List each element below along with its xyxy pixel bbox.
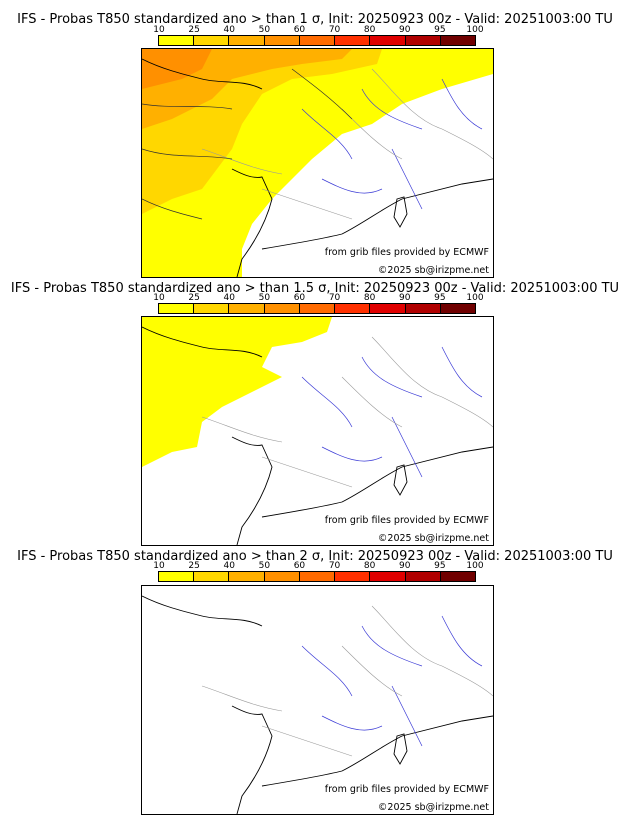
colorbar-tick-label: 100 bbox=[466, 25, 484, 35]
colorbar-tick-label: 25 bbox=[188, 561, 200, 571]
colorbar-segment bbox=[405, 36, 441, 45]
colorbar-tick-label: 70 bbox=[328, 25, 341, 35]
colorbar-segment bbox=[299, 304, 336, 313]
colorbar-segment bbox=[194, 572, 230, 581]
colorbar-tick-label: 50 bbox=[258, 561, 271, 571]
colorbar-tick-label: 100 bbox=[466, 561, 484, 571]
colorbar-segment bbox=[194, 36, 230, 45]
coastline-mediterranean bbox=[261, 178, 493, 250]
colorbar-segment bbox=[370, 572, 406, 581]
panel-title: IFS - Probas T850 standardized ano > tha… bbox=[17, 549, 613, 564]
colorbar-segment bbox=[405, 572, 441, 581]
colorbar-tick-label: 40 bbox=[223, 25, 235, 35]
colorbar bbox=[158, 571, 476, 582]
borders bbox=[201, 68, 493, 220]
colorbar-tick-label: 90 bbox=[399, 25, 411, 35]
colorbar-tick-label: 10 bbox=[153, 25, 165, 35]
colorbar-tick-label: 100 bbox=[466, 293, 484, 303]
rivers bbox=[301, 346, 483, 478]
colorbar-segment bbox=[159, 572, 195, 581]
colorbar-tick-label: 90 bbox=[399, 293, 411, 303]
colorbar-segment bbox=[335, 304, 371, 313]
credit-copyright: ©2025 sb@irizpme.net bbox=[377, 802, 489, 813]
rivers bbox=[301, 615, 483, 747]
colorbar-tick-label: 70 bbox=[328, 561, 341, 571]
colorbar-ticks: 10 25 40 50 60 70 80 90 95 100 bbox=[153, 561, 483, 572]
colorbar-tick-label: 25 bbox=[188, 293, 200, 303]
colorbar-tick-label: 70 bbox=[328, 293, 341, 303]
coastline bbox=[142, 595, 273, 814]
colorbar-tick-label: 60 bbox=[293, 293, 306, 303]
colorbar-segment bbox=[440, 572, 475, 581]
colorbar-segment bbox=[264, 36, 300, 45]
colorbar-tick-label: 80 bbox=[363, 293, 376, 303]
borders bbox=[201, 605, 493, 757]
colorbar-ticks: 10 25 40 50 60 70 80 90 95 100 bbox=[153, 25, 483, 36]
corsica bbox=[393, 733, 408, 765]
coastline bbox=[142, 326, 273, 545]
colorbar-segment bbox=[194, 304, 230, 313]
probability-map: from grib files provided by ECMWF ©2025 … bbox=[141, 316, 494, 546]
colorbar-segment bbox=[440, 36, 475, 45]
coastline-mediterranean bbox=[261, 446, 493, 518]
credit-source: from grib files provided by ECMWF bbox=[324, 247, 489, 258]
colorbar-segment bbox=[264, 572, 300, 581]
colorbar-tick-label: 50 bbox=[258, 293, 271, 303]
colorbar-segment bbox=[370, 304, 406, 313]
probability-area-yellow bbox=[142, 317, 332, 467]
corsica bbox=[393, 196, 408, 228]
colorbar-segment bbox=[264, 304, 300, 313]
colorbar bbox=[158, 35, 476, 46]
coastline-mediterranean bbox=[261, 715, 493, 787]
colorbar-segment bbox=[229, 304, 265, 313]
credit-source: from grib files provided by ECMWF bbox=[324, 515, 489, 526]
credit-source: from grib files provided by ECMWF bbox=[324, 784, 489, 795]
colorbar-tick-label: 60 bbox=[293, 25, 306, 35]
rivers bbox=[301, 78, 483, 210]
colorbar-tick-label: 80 bbox=[363, 25, 376, 35]
dark-contours bbox=[142, 68, 353, 220]
coastline bbox=[142, 58, 273, 277]
colorbar-tick-label: 80 bbox=[363, 561, 376, 571]
colorbar-tick-label: 10 bbox=[153, 561, 165, 571]
colorbar-segment bbox=[299, 572, 336, 581]
colorbar-segment bbox=[159, 304, 195, 313]
colorbar-segment bbox=[229, 572, 265, 581]
colorbar-ticks: 10 25 40 50 60 70 80 90 95 100 bbox=[153, 293, 483, 304]
probability-map: from grib files provided by ECMWF ©2025 … bbox=[141, 48, 494, 278]
credit-copyright: ©2025 sb@irizpme.net bbox=[377, 265, 489, 276]
colorbar-segment bbox=[335, 572, 371, 581]
colorbar-tick-label: 95 bbox=[434, 293, 446, 303]
colorbar-segment bbox=[229, 36, 265, 45]
colorbar-segment bbox=[370, 36, 406, 45]
credit-copyright: ©2025 sb@irizpme.net bbox=[377, 533, 489, 544]
colorbar-tick-label: 10 bbox=[153, 293, 165, 303]
corsica bbox=[393, 464, 408, 496]
colorbar-tick-label: 90 bbox=[399, 561, 411, 571]
colorbar-tick-label: 60 bbox=[293, 561, 306, 571]
colorbar-tick-label: 50 bbox=[258, 25, 271, 35]
borders bbox=[201, 336, 493, 488]
colorbar-segment bbox=[405, 304, 441, 313]
colorbar-segment bbox=[440, 304, 475, 313]
colorbar-tick-label: 40 bbox=[223, 561, 235, 571]
colorbar-tick-label: 95 bbox=[434, 561, 446, 571]
colorbar-segment bbox=[335, 36, 371, 45]
probability-map: from grib files provided by ECMWF ©2025 … bbox=[141, 585, 494, 815]
colorbar-segment bbox=[159, 36, 195, 45]
colorbar bbox=[158, 303, 476, 314]
colorbar-tick-label: 25 bbox=[188, 25, 200, 35]
probability-area-dark-orange bbox=[142, 49, 212, 89]
colorbar-tick-label: 40 bbox=[223, 293, 235, 303]
colorbar-segment bbox=[299, 36, 336, 45]
panel-title: IFS - Probas T850 standardized ano > tha… bbox=[10, 281, 620, 296]
colorbar-tick-label: 95 bbox=[434, 25, 446, 35]
panel-title: IFS - Probas T850 standardized ano > tha… bbox=[17, 12, 613, 27]
